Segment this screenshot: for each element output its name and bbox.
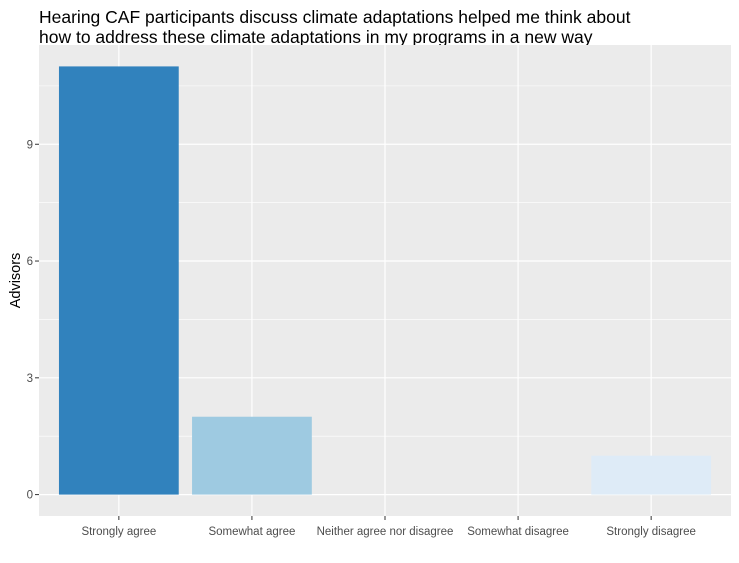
- y-tick-label: 0: [27, 490, 33, 502]
- y-tick-label: 6: [27, 256, 33, 268]
- y-axis-title: Advisors: [8, 253, 24, 309]
- x-tick-label: Strongly disagree: [606, 526, 696, 538]
- chart-title: Hearing CAF participants discuss climate…: [39, 7, 631, 47]
- x-tick-label: Neither agree nor disagree: [317, 526, 454, 538]
- bars: [58, 66, 712, 495]
- x-tick-label: Strongly agree: [81, 526, 156, 538]
- bar-strongly-agree: [58, 66, 179, 495]
- bar-strongly-disagree: [591, 455, 712, 495]
- bar-somewhat-agree: [192, 416, 312, 495]
- y-axis: 0 3 6 9: [27, 139, 39, 502]
- y-tick-label: 3: [27, 373, 33, 385]
- x-axis: Strongly agree Somewhat agree Neither agre…: [81, 516, 696, 538]
- x-tick-label: Somewhat agree: [208, 526, 295, 538]
- x-tick-label: Somewhat disagree: [467, 526, 569, 538]
- y-tick-label: 9: [27, 139, 33, 151]
